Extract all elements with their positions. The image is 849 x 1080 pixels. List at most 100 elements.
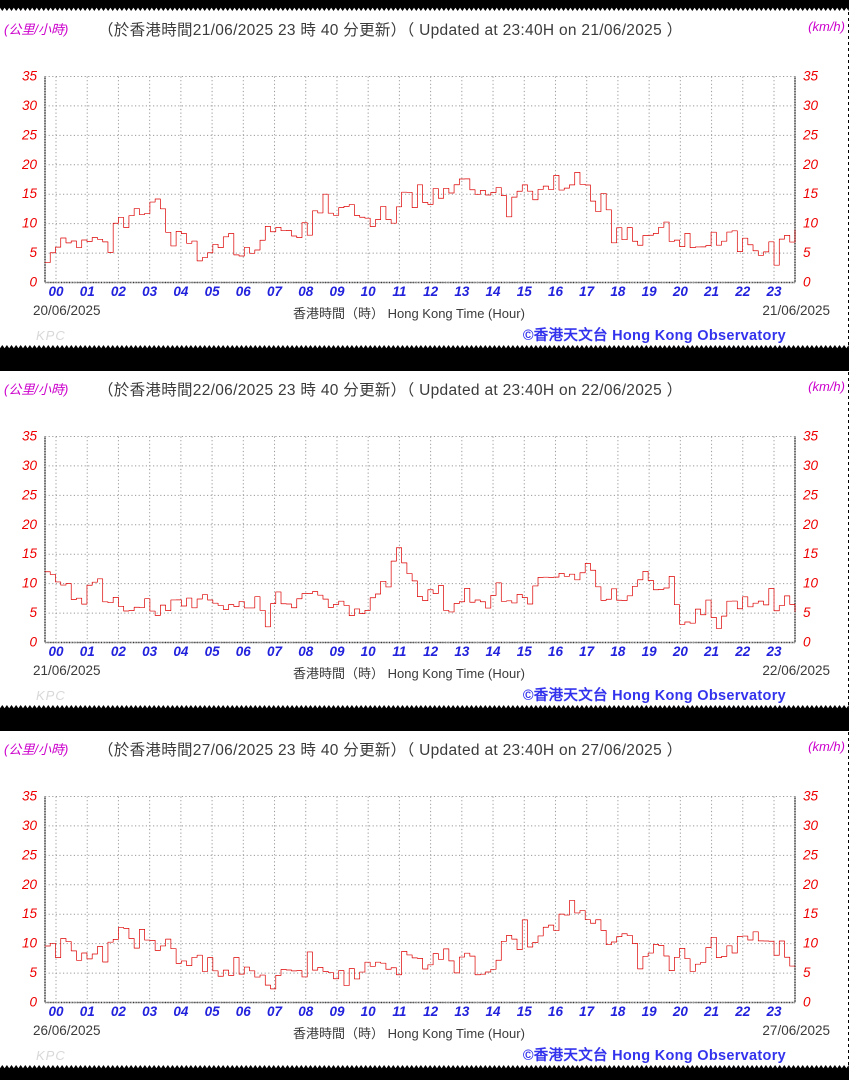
svg-text:12: 12 — [423, 284, 439, 299]
svg-text:16: 16 — [548, 644, 564, 659]
svg-text:15: 15 — [22, 906, 38, 921]
svg-text:15: 15 — [803, 546, 819, 561]
svg-text:5: 5 — [803, 245, 811, 260]
svg-text:11: 11 — [392, 644, 406, 659]
svg-text:23: 23 — [765, 1004, 782, 1019]
svg-text:30: 30 — [803, 98, 819, 113]
svg-text:11: 11 — [392, 1004, 406, 1019]
svg-text:18: 18 — [610, 284, 626, 299]
svg-text:21: 21 — [703, 284, 719, 299]
svg-text:02: 02 — [111, 284, 127, 299]
svg-text:19: 19 — [642, 284, 658, 299]
svg-text:12: 12 — [423, 1004, 439, 1019]
svg-text:15: 15 — [22, 546, 38, 561]
svg-text:12: 12 — [423, 644, 439, 659]
svg-text:20: 20 — [802, 157, 819, 172]
svg-text:10: 10 — [361, 284, 377, 299]
svg-text:10: 10 — [22, 936, 38, 951]
svg-text:21: 21 — [703, 1004, 719, 1019]
svg-text:19: 19 — [642, 1004, 658, 1019]
svg-text:5: 5 — [29, 245, 37, 260]
svg-text:05: 05 — [205, 644, 221, 659]
svg-text:35: 35 — [22, 69, 38, 84]
svg-text:04: 04 — [173, 284, 189, 299]
svg-text:22: 22 — [734, 284, 751, 299]
svg-text:17: 17 — [579, 1004, 596, 1019]
svg-text:35: 35 — [22, 429, 38, 444]
svg-text:25: 25 — [802, 847, 819, 862]
svg-text:01: 01 — [80, 1004, 95, 1019]
svg-text:05: 05 — [205, 1004, 221, 1019]
svg-text:20: 20 — [672, 644, 689, 659]
svg-text:14: 14 — [486, 644, 502, 659]
svg-text:35: 35 — [22, 789, 38, 804]
svg-text:0: 0 — [29, 275, 37, 290]
svg-text:13: 13 — [454, 1004, 470, 1019]
svg-text:20: 20 — [21, 517, 38, 532]
svg-text:15: 15 — [517, 1004, 533, 1019]
svg-text:35: 35 — [803, 69, 819, 84]
svg-text:17: 17 — [579, 284, 596, 299]
svg-text:15: 15 — [517, 644, 533, 659]
svg-text:06: 06 — [236, 644, 252, 659]
svg-text:19: 19 — [642, 644, 658, 659]
svg-text:10: 10 — [803, 936, 819, 951]
svg-text:35: 35 — [803, 789, 819, 804]
svg-text:25: 25 — [21, 847, 38, 862]
svg-text:30: 30 — [22, 818, 38, 833]
svg-text:07: 07 — [267, 644, 284, 659]
svg-text:5: 5 — [29, 965, 37, 980]
svg-text:08: 08 — [298, 1004, 314, 1019]
svg-text:16: 16 — [548, 284, 564, 299]
svg-text:5: 5 — [803, 965, 811, 980]
svg-text:15: 15 — [803, 906, 819, 921]
svg-text:20: 20 — [672, 284, 689, 299]
svg-text:05: 05 — [205, 284, 221, 299]
svg-text:20: 20 — [672, 1004, 689, 1019]
svg-text:23: 23 — [765, 284, 782, 299]
svg-text:21: 21 — [703, 644, 719, 659]
svg-text:11: 11 — [392, 284, 406, 299]
svg-text:08: 08 — [298, 284, 314, 299]
svg-text:30: 30 — [22, 458, 38, 473]
svg-text:08: 08 — [298, 644, 314, 659]
svg-text:35: 35 — [803, 429, 819, 444]
svg-text:5: 5 — [803, 605, 811, 620]
svg-text:03: 03 — [142, 1004, 158, 1019]
svg-text:06: 06 — [236, 1004, 252, 1019]
svg-text:15: 15 — [517, 284, 533, 299]
svg-text:01: 01 — [80, 284, 95, 299]
svg-text:17: 17 — [579, 644, 596, 659]
svg-text:00: 00 — [48, 1004, 64, 1019]
svg-text:02: 02 — [111, 1004, 127, 1019]
svg-text:10: 10 — [22, 216, 38, 231]
svg-text:15: 15 — [22, 186, 38, 201]
svg-text:25: 25 — [21, 487, 38, 502]
svg-text:18: 18 — [610, 1004, 626, 1019]
svg-text:0: 0 — [29, 635, 37, 650]
svg-text:09: 09 — [329, 284, 345, 299]
svg-text:0: 0 — [803, 635, 811, 650]
svg-text:02: 02 — [111, 644, 127, 659]
svg-text:22: 22 — [734, 1004, 751, 1019]
svg-text:23: 23 — [765, 644, 782, 659]
svg-text:13: 13 — [454, 284, 470, 299]
svg-text:18: 18 — [610, 644, 626, 659]
svg-text:10: 10 — [22, 576, 38, 591]
svg-text:30: 30 — [803, 818, 819, 833]
svg-text:01: 01 — [80, 644, 95, 659]
svg-text:20: 20 — [21, 157, 38, 172]
svg-text:20: 20 — [21, 877, 38, 892]
svg-text:20: 20 — [802, 877, 819, 892]
svg-text:03: 03 — [142, 284, 158, 299]
svg-text:10: 10 — [803, 576, 819, 591]
svg-text:00: 00 — [48, 644, 64, 659]
svg-text:06: 06 — [236, 284, 252, 299]
svg-text:09: 09 — [329, 1004, 345, 1019]
svg-text:09: 09 — [329, 644, 345, 659]
svg-text:25: 25 — [802, 487, 819, 502]
svg-text:25: 25 — [802, 127, 819, 142]
svg-text:0: 0 — [29, 995, 37, 1010]
svg-text:0: 0 — [803, 275, 811, 290]
svg-text:07: 07 — [267, 284, 284, 299]
